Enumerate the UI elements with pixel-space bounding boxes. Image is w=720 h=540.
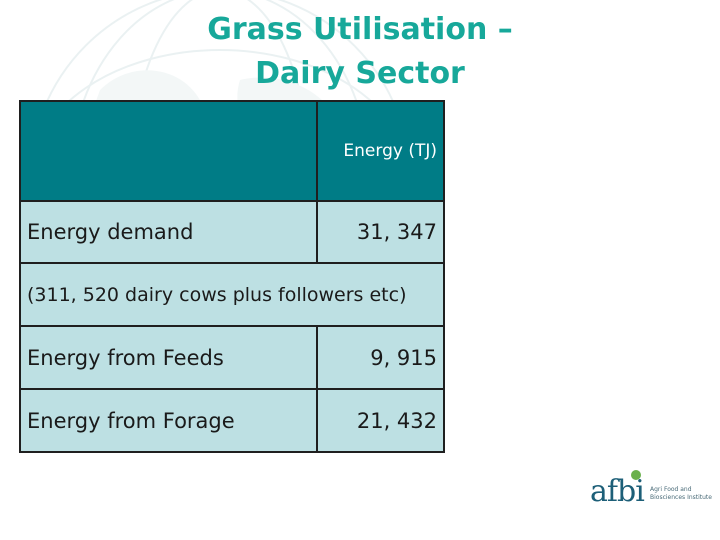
energy-from-feeds-label: Energy from Feeds [19,325,318,390]
table-row: Energy from Forage 21, 432 [19,388,445,453]
dairy-cows-note: (311, 520 dairy cows plus followers etc) [19,262,445,327]
energy-demand-value: 31, 347 [316,200,445,264]
energy-from-feeds-value: 9, 915 [316,325,445,390]
table-header-label-cell [19,100,318,202]
afbi-logo: afbi Agri Food and Biosciences Institute [590,468,712,524]
slide-title: Grass Utilisation – Dairy Sector [150,8,570,96]
table-header-row: Energy (TJ) [19,100,445,202]
energy-from-forage-label: Energy from Forage [19,388,318,453]
slide-title-line-2: Dairy Sector [255,56,465,91]
table-row: Energy demand 31, 347 [19,200,445,264]
slide-title-line-1: Grass Utilisation – [207,12,513,47]
energy-demand-label: Energy demand [19,200,318,264]
table-header-unit-cell: Energy (TJ) [316,100,445,202]
table-row: (311, 520 dairy cows plus followers etc) [19,262,445,327]
logo-dot-icon [631,470,641,480]
logo-wordmark: afbi [590,474,645,509]
energy-table: Energy (TJ) Energy demand 31, 347 (311, … [19,100,445,453]
energy-from-forage-value: 21, 432 [316,388,445,453]
table-row: Energy from Feeds 9, 915 [19,325,445,390]
logo-subtitle: Agri Food and Biosciences Institute [650,486,712,501]
